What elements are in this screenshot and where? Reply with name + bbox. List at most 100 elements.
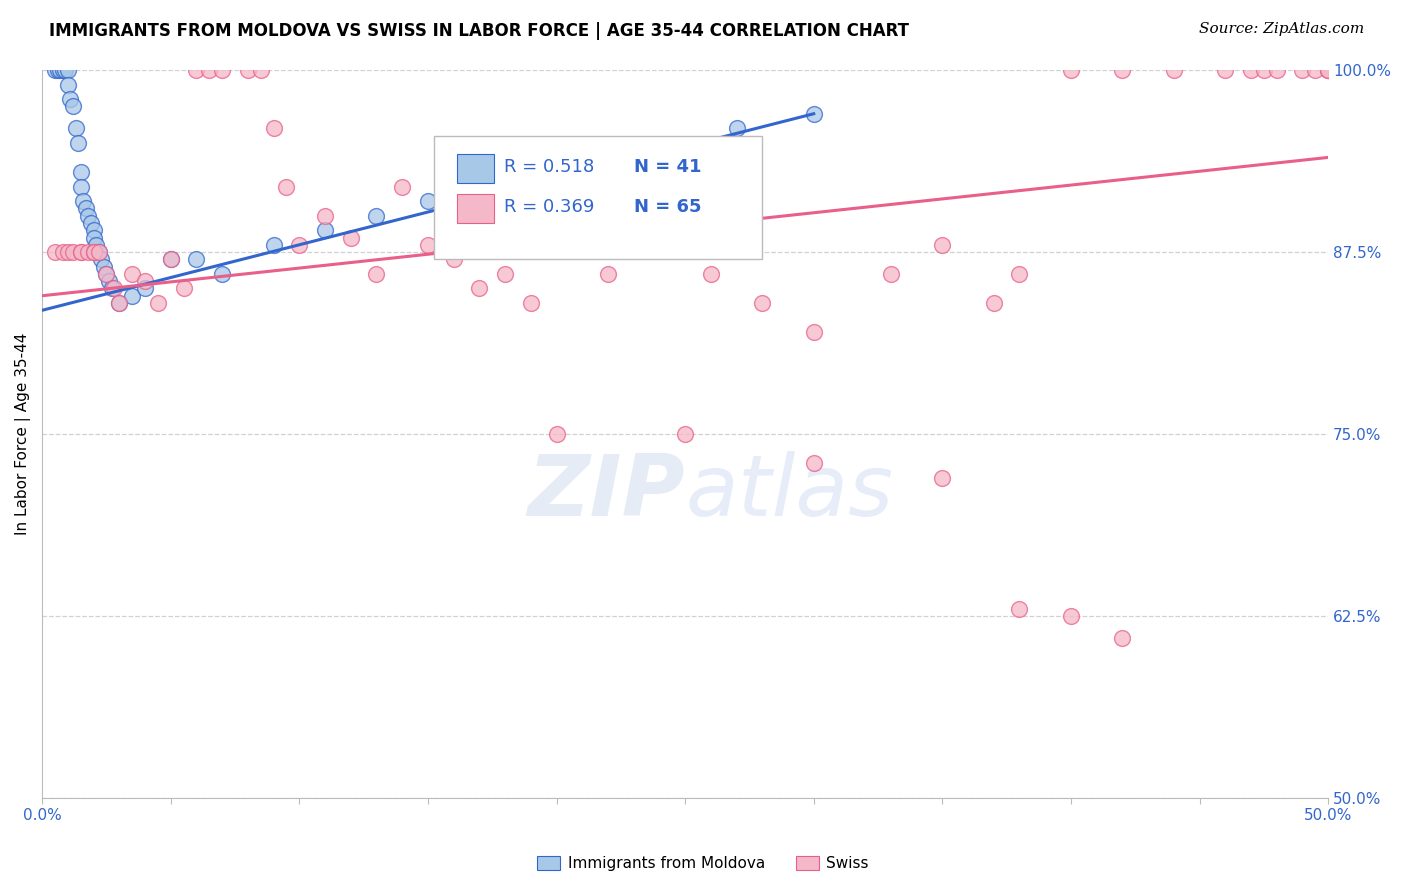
- Text: IMMIGRANTS FROM MOLDOVA VS SWISS IN LABOR FORCE | AGE 35-44 CORRELATION CHART: IMMIGRANTS FROM MOLDOVA VS SWISS IN LABO…: [49, 22, 910, 40]
- Point: [931, 237, 953, 252]
- Point: [121, 289, 143, 303]
- Point: [546, 237, 568, 252]
- Point: [803, 107, 825, 121]
- Point: [59, 92, 82, 106]
- Point: [46, 63, 69, 78]
- Text: ZIP: ZIP: [527, 450, 685, 533]
- Point: [121, 267, 143, 281]
- Point: [56, 78, 79, 92]
- Text: Source: ZipAtlas.com: Source: ZipAtlas.com: [1198, 22, 1364, 37]
- Point: [468, 179, 491, 194]
- Point: [416, 194, 439, 208]
- Point: [52, 245, 75, 260]
- Point: [1213, 63, 1236, 78]
- Point: [546, 165, 568, 179]
- Point: [1060, 63, 1083, 78]
- Point: [87, 245, 110, 260]
- Point: [108, 296, 131, 310]
- Bar: [457, 153, 494, 183]
- Point: [1317, 63, 1340, 78]
- Text: R = 0.518: R = 0.518: [503, 158, 595, 176]
- Point: [314, 223, 336, 237]
- Point: [623, 143, 645, 157]
- Point: [49, 63, 72, 78]
- Point: [1008, 267, 1031, 281]
- Point: [62, 99, 84, 113]
- Point: [69, 165, 91, 179]
- Point: [69, 245, 91, 260]
- Point: [77, 245, 100, 260]
- Point: [56, 63, 79, 78]
- Point: [1060, 609, 1083, 624]
- Point: [134, 281, 156, 295]
- Y-axis label: In Labor Force | Age 35-44: In Labor Force | Age 35-44: [15, 333, 31, 535]
- FancyBboxPatch shape: [434, 136, 762, 260]
- Point: [494, 267, 516, 281]
- Point: [1303, 63, 1326, 78]
- Point: [90, 252, 112, 267]
- Point: [44, 63, 66, 78]
- Point: [159, 252, 181, 267]
- Point: [146, 296, 169, 310]
- Point: [53, 63, 76, 78]
- Point: [803, 456, 825, 470]
- Point: [75, 202, 97, 216]
- Point: [751, 296, 773, 310]
- Text: R = 0.369: R = 0.369: [503, 198, 595, 216]
- Point: [673, 237, 696, 252]
- Point: [546, 427, 568, 442]
- Point: [236, 63, 259, 78]
- Point: [83, 245, 105, 260]
- Point: [1111, 631, 1133, 645]
- Point: [931, 471, 953, 485]
- Point: [108, 296, 131, 310]
- Point: [700, 267, 723, 281]
- Point: [96, 267, 118, 281]
- Point: [198, 63, 221, 78]
- Point: [468, 281, 491, 295]
- Point: [159, 252, 181, 267]
- Point: [69, 179, 91, 194]
- Point: [211, 267, 233, 281]
- Point: [87, 245, 110, 260]
- Point: [100, 281, 122, 295]
- Point: [520, 296, 543, 310]
- Point: [134, 274, 156, 288]
- Point: [77, 209, 100, 223]
- Point: [1008, 601, 1031, 615]
- Point: [67, 136, 90, 150]
- Point: [1317, 63, 1340, 78]
- Point: [416, 237, 439, 252]
- Point: [1253, 63, 1275, 78]
- Point: [366, 267, 388, 281]
- Legend: Immigrants from Moldova, Swiss: Immigrants from Moldova, Swiss: [531, 850, 875, 877]
- Point: [69, 245, 91, 260]
- Point: [1291, 63, 1313, 78]
- Point: [186, 63, 208, 78]
- Point: [98, 274, 121, 288]
- Point: [96, 267, 118, 281]
- Point: [725, 121, 748, 136]
- Point: [983, 296, 1005, 310]
- Point: [173, 281, 195, 295]
- Point: [443, 252, 465, 267]
- Point: [263, 237, 285, 252]
- Point: [93, 260, 115, 274]
- Point: [84, 237, 107, 252]
- Point: [288, 237, 311, 252]
- Point: [56, 245, 79, 260]
- Point: [263, 121, 285, 136]
- Point: [1240, 63, 1263, 78]
- Point: [673, 427, 696, 442]
- Point: [391, 179, 413, 194]
- Point: [72, 194, 94, 208]
- Bar: [457, 194, 494, 223]
- Point: [103, 281, 125, 295]
- Text: N = 65: N = 65: [634, 198, 702, 216]
- Point: [1163, 63, 1185, 78]
- Point: [83, 230, 105, 244]
- Point: [880, 267, 903, 281]
- Point: [366, 209, 388, 223]
- Text: atlas: atlas: [685, 450, 893, 533]
- Point: [83, 245, 105, 260]
